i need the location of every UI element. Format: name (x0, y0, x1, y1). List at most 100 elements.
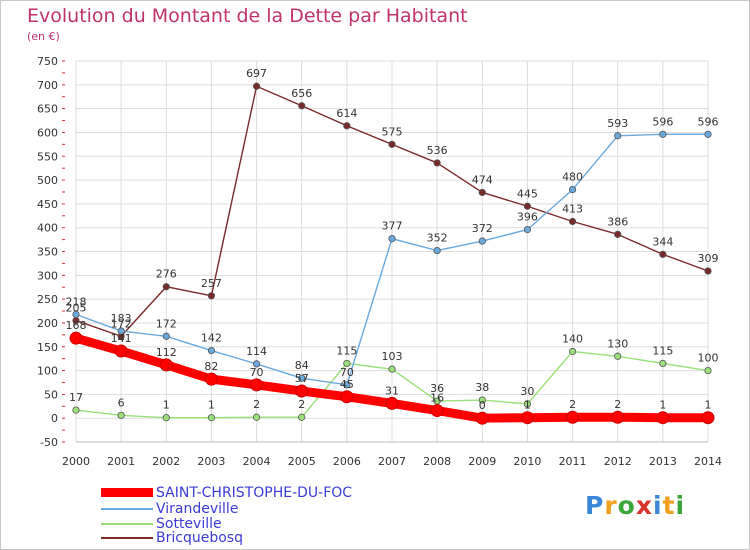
y-tick-label: 550 (37, 150, 58, 163)
data-label: 172 (156, 317, 177, 330)
data-point (388, 235, 396, 243)
data-point (568, 217, 577, 226)
data-point (298, 102, 306, 110)
y-tick-label: 0 (51, 412, 58, 425)
data-point (433, 159, 441, 167)
data-label: 697 (246, 67, 267, 80)
series-2 (72, 347, 712, 422)
data-label: 142 (201, 332, 222, 345)
data-label: 205 (66, 302, 87, 315)
data-label: 57 (295, 372, 309, 385)
chart-title: Evolution du Montant de la Dette par Hab… (27, 5, 468, 27)
data-point (343, 381, 351, 389)
data-point (114, 344, 128, 358)
data-point (523, 400, 532, 408)
x-tick-label: 2000 (62, 455, 90, 468)
chart-unit: (en €) (27, 30, 60, 43)
data-point (478, 396, 486, 404)
y-tick-label: 750 (37, 55, 58, 68)
data-label: 257 (201, 277, 222, 290)
x-tick-label: 2012 (604, 455, 632, 468)
x-tick-label: 2003 (197, 455, 225, 468)
y-tick-label: 400 (37, 222, 58, 235)
data-label: 168 (66, 319, 87, 332)
data-label: 36 (430, 382, 444, 395)
data-point (433, 246, 441, 255)
y-tick-label: 150 (37, 341, 58, 354)
data-label: 84 (295, 359, 309, 372)
data-point (252, 82, 261, 90)
legend-label-virandeville: Virandeville (156, 501, 239, 517)
data-point (614, 230, 622, 238)
data-label: 130 (607, 337, 628, 350)
data-label: 372 (472, 222, 493, 235)
data-point (162, 332, 170, 340)
legend-label-saint-christophe: SAINT-CHRISTOPHE-DU-FOC (156, 485, 353, 501)
data-label: 103 (382, 350, 403, 363)
data-label: 1 (208, 399, 215, 412)
data-point (656, 411, 670, 425)
y-tick-label: 600 (37, 126, 58, 139)
data-point (252, 413, 261, 421)
data-point (117, 327, 125, 335)
data-point (69, 331, 83, 345)
data-point (72, 406, 80, 414)
data-label: 396 (517, 211, 538, 224)
data-label: 276 (156, 268, 177, 281)
data-label: 352 (427, 232, 448, 245)
data-point (659, 130, 667, 138)
data-point (475, 411, 489, 425)
x-tick-label: 2010 (513, 455, 541, 468)
data-point (204, 372, 218, 386)
series-3 (72, 82, 712, 340)
data-label: 656 (291, 87, 312, 100)
logo-letter: t (662, 491, 676, 520)
data-point (388, 140, 396, 148)
data-label: 6 (118, 396, 125, 409)
data-label: 218 (66, 295, 87, 308)
data-point (388, 365, 396, 373)
legend-swatch-bricquebosq (101, 537, 153, 539)
data-label: 114 (246, 345, 267, 358)
data-point (520, 411, 534, 425)
data-label: 172 (111, 317, 132, 330)
data-point (430, 404, 444, 418)
data-point (207, 414, 216, 422)
series-layer (69, 82, 715, 425)
series-1 (72, 130, 712, 389)
data-point (568, 185, 577, 194)
data-label: 445 (517, 187, 538, 200)
y-tick-label: 200 (37, 317, 58, 330)
data-label: 480 (562, 171, 583, 184)
logo-letter: P (585, 491, 605, 520)
data-point (207, 346, 216, 355)
data-point (252, 360, 261, 368)
legend-swatch-saint-christophe (101, 488, 153, 497)
data-label: 82 (204, 360, 218, 373)
x-tick-label: 2011 (559, 455, 587, 468)
data-point (566, 410, 580, 424)
data-point (207, 292, 216, 300)
x-tick-label: 2007 (378, 455, 406, 468)
legend-label-bricquebosq: Bricquebosq (156, 530, 243, 546)
data-point (162, 414, 170, 422)
data-point (478, 188, 486, 197)
data-point (162, 283, 170, 291)
data-label: 70 (340, 366, 354, 379)
data-label: 16 (430, 392, 444, 405)
y-tick-label: 450 (37, 198, 58, 211)
y-tick-label: 250 (37, 293, 58, 306)
series-0 (69, 331, 715, 425)
data-label: 17 (69, 391, 83, 404)
data-point (343, 122, 351, 130)
data-label: 100 (698, 352, 719, 365)
data-label: 309 (698, 252, 719, 265)
data-label: 536 (427, 144, 448, 157)
data-label: 575 (382, 125, 403, 138)
axis-layer: -500501001502002503003504004505005506006… (37, 55, 722, 468)
y-tick-label: 350 (37, 246, 58, 259)
data-label: 115 (652, 344, 673, 357)
